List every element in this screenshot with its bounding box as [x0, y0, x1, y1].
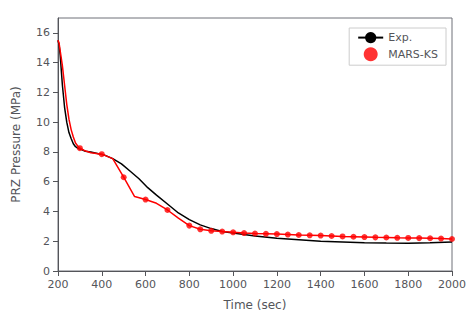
svg-text:1800: 1800: [394, 278, 422, 291]
svg-text:1200: 1200: [263, 278, 291, 291]
svg-text:1400: 1400: [307, 278, 335, 291]
svg-text:6: 6: [43, 175, 50, 188]
svg-text:400: 400: [91, 278, 112, 291]
svg-text:2: 2: [43, 235, 50, 248]
svg-text:4: 4: [43, 205, 50, 218]
svg-text:600: 600: [135, 278, 156, 291]
svg-text:8: 8: [43, 145, 50, 158]
svg-text:200: 200: [48, 278, 69, 291]
svg-text:12: 12: [36, 86, 50, 99]
svg-text:MARS-KS: MARS-KS: [388, 48, 438, 61]
svg-text:1000: 1000: [219, 278, 247, 291]
svg-text:800: 800: [179, 278, 200, 291]
svg-text:0: 0: [43, 265, 50, 278]
svg-text:PRZ Pressure (MPa): PRZ Pressure (MPa): [9, 86, 23, 202]
svg-text:14: 14: [36, 56, 50, 69]
svg-text:16: 16: [36, 26, 50, 39]
svg-text:10: 10: [36, 116, 50, 129]
svg-text:Time (sec): Time (sec): [223, 298, 287, 312]
svg-text:2000: 2000: [438, 278, 466, 291]
svg-text:Exp.: Exp.: [388, 31, 412, 44]
svg-text:1600: 1600: [350, 278, 378, 291]
